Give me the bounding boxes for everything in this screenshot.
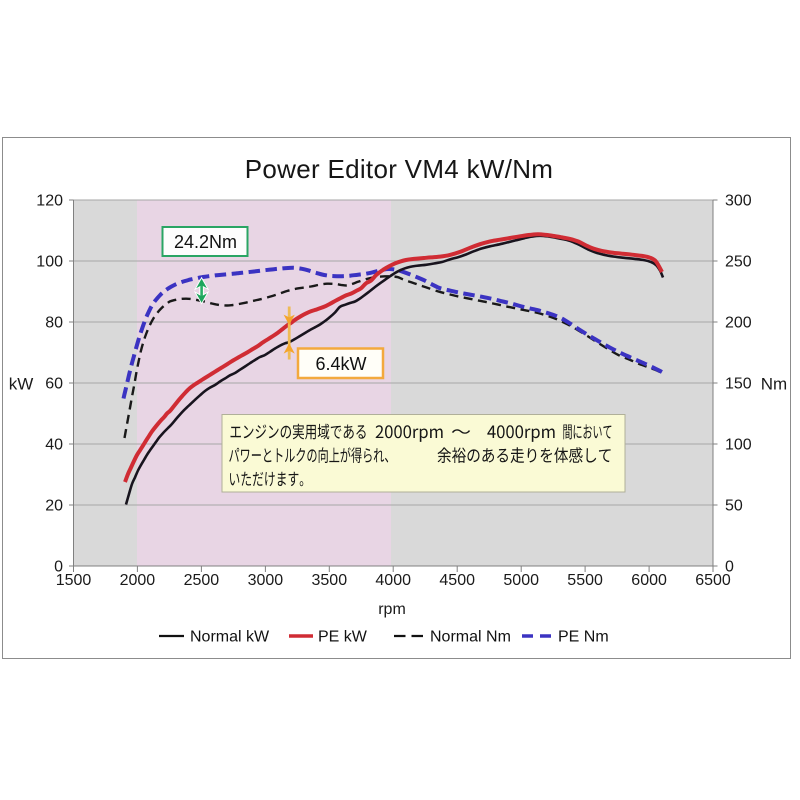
svg-text:3000: 3000 bbox=[248, 572, 284, 589]
svg-text:4500: 4500 bbox=[439, 572, 475, 589]
svg-text:80: 80 bbox=[45, 315, 63, 332]
svg-text:200: 200 bbox=[725, 315, 752, 332]
svg-text:2500: 2500 bbox=[184, 572, 220, 589]
svg-text:5000: 5000 bbox=[503, 572, 539, 589]
svg-text:6.4kW: 6.4kW bbox=[315, 354, 366, 374]
svg-text:PE Nm: PE Nm bbox=[558, 629, 609, 646]
svg-text:4000: 4000 bbox=[375, 572, 411, 589]
svg-text:0: 0 bbox=[54, 559, 63, 576]
svg-text:Normal Nm: Normal Nm bbox=[430, 629, 511, 646]
svg-text:6000: 6000 bbox=[631, 572, 667, 589]
svg-text:3500: 3500 bbox=[312, 572, 348, 589]
svg-text:20: 20 bbox=[45, 498, 63, 515]
svg-text:2000: 2000 bbox=[120, 572, 156, 589]
svg-text:24.2Nm: 24.2Nm bbox=[174, 232, 237, 252]
svg-text:0: 0 bbox=[725, 559, 734, 576]
svg-text:100: 100 bbox=[36, 254, 63, 271]
svg-text:250: 250 bbox=[725, 254, 752, 271]
svg-text:Normal kW: Normal kW bbox=[190, 629, 270, 646]
svg-text:50: 50 bbox=[725, 498, 743, 515]
svg-text:PE kW: PE kW bbox=[318, 629, 368, 646]
svg-text:5500: 5500 bbox=[567, 572, 603, 589]
svg-text:Nm: Nm bbox=[761, 375, 787, 394]
svg-text:120: 120 bbox=[36, 193, 63, 210]
svg-text:1500: 1500 bbox=[56, 572, 92, 589]
svg-text:rpm: rpm bbox=[378, 601, 406, 618]
svg-text:kW: kW bbox=[9, 375, 34, 394]
svg-text:100: 100 bbox=[725, 437, 752, 454]
svg-text:40: 40 bbox=[45, 437, 63, 454]
svg-text:6500: 6500 bbox=[695, 572, 731, 589]
svg-text:300: 300 bbox=[725, 193, 752, 210]
svg-text:60: 60 bbox=[45, 376, 63, 393]
svg-text:Power Editor VM4 kW/Nm: Power Editor VM4 kW/Nm bbox=[245, 154, 554, 184]
svg-text:150: 150 bbox=[725, 376, 752, 393]
